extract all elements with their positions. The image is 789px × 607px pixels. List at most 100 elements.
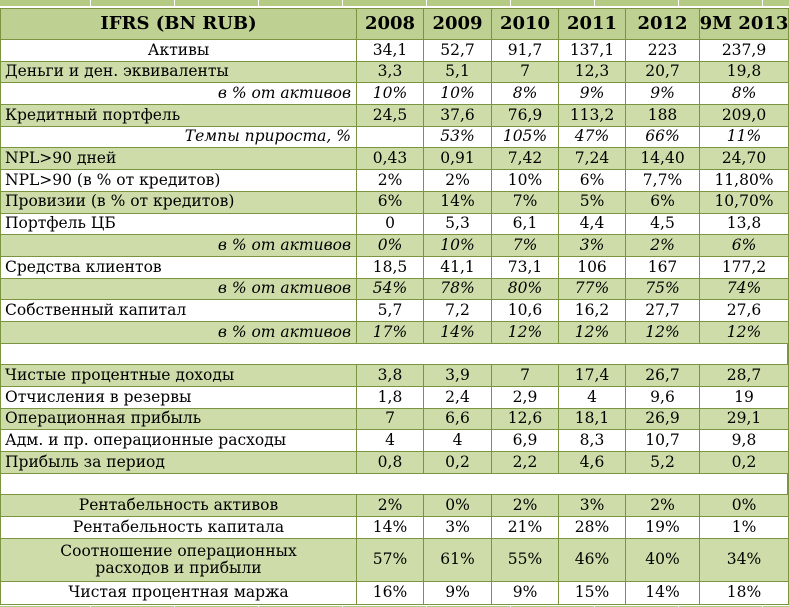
value-cell: 10% bbox=[357, 83, 424, 105]
value-cell: 10% bbox=[424, 83, 492, 105]
value-cell: 0% bbox=[700, 495, 788, 517]
row-label: Чистая процентная маржа bbox=[1, 582, 357, 604]
row-label: в % от активов bbox=[1, 83, 357, 105]
value-cell: 2,9 bbox=[492, 387, 559, 408]
value-cell: 6,1 bbox=[492, 213, 559, 235]
table-row: NPL>90 (в % от кредитов) 2% 2% 10% 6% 7,7% 11… bbox=[1, 170, 788, 192]
value-cell: 0,8 bbox=[357, 452, 424, 473]
row-label: Чистые процентные доходы bbox=[1, 365, 357, 386]
value-cell: 27,7 bbox=[626, 300, 700, 321]
value-cell: 3,8 bbox=[357, 365, 424, 386]
value-cell: 5,3 bbox=[424, 213, 492, 235]
value-cell: 0,43 bbox=[357, 148, 424, 170]
value-cell: 4,6 bbox=[559, 452, 626, 473]
value-cell: 75% bbox=[626, 278, 700, 300]
value-cell: 41,1 bbox=[424, 256, 492, 278]
table-row: NPL>90 дней 0,43 0,91 7,42 7,24 14,40 24,70 bbox=[1, 148, 788, 171]
cropped-row-below-table bbox=[0, 605, 789, 607]
year-header-cell: 2011 bbox=[559, 9, 626, 39]
value-cell: 7% bbox=[492, 191, 559, 213]
value-cell: 9,6 bbox=[626, 387, 700, 408]
value-cell: 9% bbox=[492, 582, 559, 604]
value-cell: 12,3 bbox=[559, 61, 626, 83]
value-cell: 5% bbox=[559, 191, 626, 213]
value-cell: 55% bbox=[492, 538, 559, 582]
value-cell: 106 bbox=[559, 256, 626, 278]
value-cell: 9% bbox=[559, 83, 626, 105]
table-row: Операционная прибыль 7 6,6 12,6 18,1 26,9 29,… bbox=[1, 408, 788, 431]
value-cell: 9% bbox=[424, 582, 492, 604]
value-cell: 7% bbox=[492, 235, 559, 256]
value-cell: 12,6 bbox=[492, 408, 559, 430]
value-cell: 8,3 bbox=[559, 430, 626, 452]
value-cell bbox=[357, 126, 424, 148]
value-cell: 13,8 bbox=[700, 213, 788, 235]
value-cell: 53% bbox=[424, 126, 492, 148]
value-cell: 5,1 bbox=[424, 61, 492, 83]
table-row: Собственный капитал 5,7 7,2 10,6 16,2 27,7 27… bbox=[1, 300, 788, 322]
row-label: Прибыль за период bbox=[1, 452, 357, 473]
value-cell: 26,9 bbox=[626, 408, 700, 430]
value-cell: 18,1 bbox=[559, 408, 626, 430]
year-header-cell: 2010 bbox=[492, 9, 559, 39]
value-cell: 5,2 bbox=[626, 452, 700, 473]
value-cell: 16% bbox=[357, 582, 424, 604]
row-label: Рентабельность активов bbox=[1, 495, 357, 517]
value-cell: 10% bbox=[492, 170, 559, 191]
value-cell: 47% bbox=[559, 126, 626, 148]
cropped-row-above-table bbox=[0, 0, 789, 6]
value-cell: 80% bbox=[492, 278, 559, 300]
row-label: Деньги и ден. эквиваленты bbox=[1, 61, 357, 83]
value-cell: 7,7% bbox=[626, 170, 700, 191]
value-cell: 0,2 bbox=[424, 452, 492, 473]
value-cell: 0,2 bbox=[700, 452, 788, 473]
table-row: Отчисления в резервы 1,8 2,4 2,9 4 9,6 19 bbox=[1, 387, 788, 409]
value-cell: 4 bbox=[559, 387, 626, 408]
ifrs-financials-table: IFRS (BN RUB) 2008 2009 2010 2011 2012 9M 201… bbox=[0, 8, 789, 605]
value-cell: 10% bbox=[424, 235, 492, 256]
value-cell: 73,1 bbox=[492, 256, 559, 278]
table-title-cell: IFRS (BN RUB) bbox=[1, 9, 357, 39]
value-cell: 2% bbox=[357, 495, 424, 517]
row-label: NPL>90 (в % от кредитов) bbox=[1, 170, 357, 191]
row-label: в % от активов bbox=[1, 235, 357, 256]
value-cell: 17% bbox=[357, 321, 424, 343]
value-cell: 9% bbox=[626, 83, 700, 105]
table-row: Рентабельность активов 2% 0% 2% 3% 2% 0% bbox=[1, 495, 788, 518]
value-cell: 7 bbox=[492, 61, 559, 83]
value-cell: 19,8 bbox=[700, 61, 788, 83]
value-cell: 7 bbox=[357, 408, 424, 430]
value-cell: 237,9 bbox=[700, 40, 788, 61]
value-cell: 61% bbox=[424, 538, 492, 582]
value-cell: 3,3 bbox=[357, 61, 424, 83]
value-cell: 113,2 bbox=[559, 105, 626, 126]
value-cell: 0% bbox=[357, 235, 424, 256]
row-label: Кредитный портфель bbox=[1, 105, 357, 126]
value-cell: 0 bbox=[357, 213, 424, 235]
value-cell: 91,7 bbox=[492, 40, 559, 61]
year-header-cell: 2009 bbox=[424, 9, 492, 39]
table-row: Темпы прироста, % 53% 105% 47% 66% 11% bbox=[1, 126, 788, 149]
value-cell: 167 bbox=[626, 256, 700, 278]
value-cell: 18,5 bbox=[357, 256, 424, 278]
row-label: Активы bbox=[1, 40, 357, 61]
row-label: в % от активов bbox=[1, 321, 357, 343]
value-cell: 18% bbox=[700, 582, 788, 604]
value-cell: 2% bbox=[626, 235, 700, 256]
table-row: Чистые процентные доходы 3,8 3,9 7 17,4 26,7… bbox=[1, 365, 788, 387]
table-row: Деньги и ден. эквиваленты 3,3 5,1 7 12,3 20,… bbox=[1, 61, 788, 84]
value-cell: 2% bbox=[492, 495, 559, 517]
value-cell: 6% bbox=[357, 191, 424, 213]
value-cell: 3% bbox=[559, 495, 626, 517]
value-cell: 24,5 bbox=[357, 105, 424, 126]
value-cell: 3% bbox=[424, 517, 492, 538]
table-row: Рентабельность капитала 14% 3% 21% 28% 19% 1% bbox=[1, 517, 788, 539]
value-cell: 21% bbox=[492, 517, 559, 538]
value-cell: 10,6 bbox=[492, 300, 559, 321]
value-cell: 34,1 bbox=[357, 40, 424, 61]
row-label: Отчисления в резервы bbox=[1, 387, 357, 408]
table-row: Средства клиентов 18,5 41,1 73,1 106 167 177,… bbox=[1, 256, 788, 279]
value-cell: 12% bbox=[559, 321, 626, 343]
spacer-row bbox=[1, 343, 787, 366]
